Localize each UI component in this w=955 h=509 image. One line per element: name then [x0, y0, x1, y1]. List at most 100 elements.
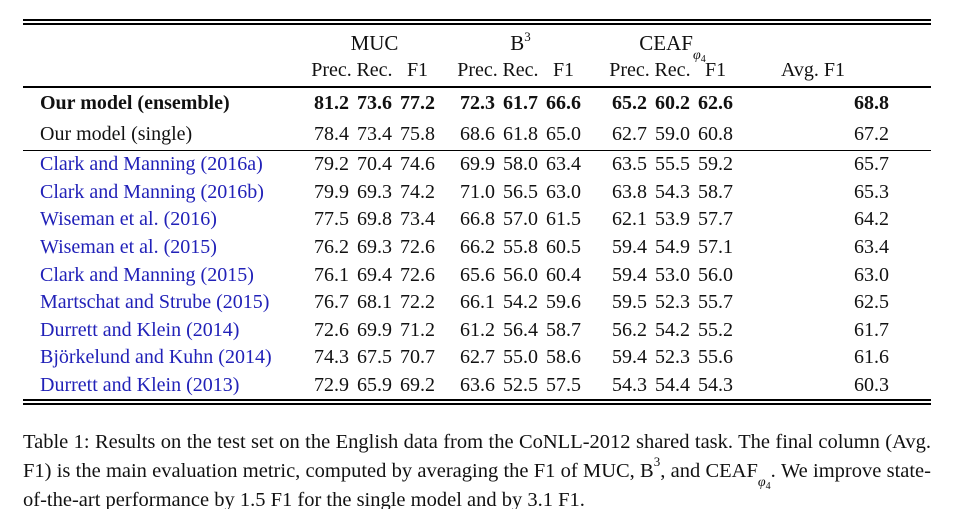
col-avg-f1: Avg. F1: [737, 56, 932, 88]
metric-value: 57.0: [503, 208, 538, 231]
metric-value: 77.5: [314, 208, 349, 231]
metric-value: 62.7: [460, 346, 495, 369]
table-row: Our model (single) 78.4 73.4 75.8 68.6 61.8 65…: [23, 119, 932, 151]
citation-link[interactable]: Durrett and Klein (2013): [40, 374, 240, 397]
metric-value: 54.3: [698, 374, 734, 397]
table-top-rule: [23, 19, 931, 25]
metric-value: 55.8: [503, 236, 538, 259]
metric-value: 74.3: [314, 346, 349, 369]
citation-link[interactable]: Björkelund and Kuhn (2014): [40, 346, 272, 369]
metric-value: 72.6: [314, 318, 349, 341]
header-group-ceaf: CEAFφ4: [585, 25, 737, 65]
header-spacer-right: [737, 25, 931, 56]
metric-value: 65.6: [460, 263, 495, 286]
metric-value: 58.7: [546, 318, 581, 341]
avg-f1-value: 60.3: [854, 374, 890, 397]
page-root: MUC B3 CEAFφ4 Prec. Rec. F1 Prec. Rec. F…: [23, 0, 932, 509]
table-bottom-rule: [23, 399, 931, 406]
metric-value: 72.6: [400, 236, 435, 259]
metric-value: 63.4: [546, 153, 581, 176]
citation-link[interactable]: Wiseman et al. (2015): [40, 236, 217, 259]
col-b3-prec: Prec.: [439, 56, 499, 88]
metric-value: 61.5: [546, 208, 581, 231]
table-row: Martschat and Strube (2015) 76.7 68.1 72.2 6…: [23, 289, 931, 317]
metric-value: 69.3: [357, 236, 392, 259]
citation-link[interactable]: Wiseman et al. (2016): [40, 208, 217, 231]
metric-value: 54.2: [503, 291, 538, 314]
metric-value: 69.8: [357, 208, 392, 231]
row-label: Our model (single): [40, 123, 193, 145]
metric-value: 55.5: [655, 153, 691, 176]
avg-f1-value: 64.2: [854, 208, 890, 231]
metric-value: 61.2: [460, 318, 495, 341]
metric-value: 72.9: [314, 374, 349, 397]
metric-value: 74.6: [400, 153, 435, 176]
header-spacer: [23, 56, 310, 88]
metric-value: 79.9: [314, 180, 349, 203]
metric-value: 56.4: [503, 318, 538, 341]
citation-link[interactable]: Clark and Manning (2016a): [40, 153, 263, 176]
metric-value: 65.9: [357, 374, 392, 397]
metric-value: 53.9: [655, 208, 691, 231]
metric-value: 62.6: [698, 92, 734, 114]
avg-f1-value: 63.0: [854, 263, 890, 286]
table-row: Clark and Manning (2016a) 79.2 70.4 74.6 69.…: [23, 151, 931, 179]
header-group-muc: MUC: [310, 25, 439, 56]
metric-value: 61.8: [499, 119, 542, 151]
row-label-cell: Our model (ensemble): [23, 87, 310, 119]
metric-value: 56.2: [612, 318, 648, 341]
metric-value: 65.2: [612, 92, 648, 114]
metric-value: 62.1: [612, 208, 648, 231]
citation-link[interactable]: Martschat and Strube (2015): [40, 291, 270, 314]
metric-value: 69.9: [357, 318, 392, 341]
metric-value: 59.4: [612, 236, 648, 259]
metric-value: 74.2: [400, 180, 435, 203]
col-muc-prec: Prec.: [310, 56, 353, 88]
row-label-cell: Durrett and Klein (2014): [23, 317, 310, 345]
metric-value: 52.3: [655, 291, 691, 314]
header-spacer: [23, 25, 310, 56]
metric-value: 59.0: [651, 119, 695, 151]
b3-label: B3: [510, 29, 531, 55]
row-label-cell: Clark and Manning (2016a): [23, 151, 310, 179]
avg-f1-value: 65.3: [854, 180, 890, 203]
table-caption: Table 1: Results on the test set on the …: [23, 428, 931, 509]
metric-value: 61.7: [503, 92, 538, 114]
metric-value: 55.7: [698, 291, 734, 314]
header-group-b3: B3: [439, 25, 585, 56]
table-row: Clark and Manning (2016b) 79.9 69.3 74.2 71.…: [23, 179, 931, 207]
metric-value: 59.2: [698, 153, 734, 176]
metric-value: 52.5: [503, 374, 538, 397]
caption-text-2: , and CEAF: [660, 460, 758, 483]
metric-value: 72.6: [400, 263, 435, 286]
metric-value: 72.3: [460, 92, 495, 114]
avg-f1-value: 63.4: [854, 236, 890, 259]
metric-value: 73.4: [353, 119, 396, 151]
citation-link[interactable]: Clark and Manning (2015): [40, 263, 254, 286]
metric-value: 60.5: [546, 236, 581, 259]
metric-value: 62.7: [585, 119, 652, 151]
metric-value: 75.8: [396, 119, 439, 151]
metric-value: 71.0: [460, 180, 495, 203]
metric-value: 68.1: [357, 291, 392, 314]
citation-link[interactable]: Clark and Manning (2016b): [40, 180, 264, 203]
avg-f1-value: 62.5: [854, 291, 890, 314]
results-table: MUC B3 CEAFφ4 Prec. Rec. F1 Prec. Rec. F…: [23, 25, 932, 399]
metric-value: 70.7: [400, 346, 435, 369]
col-ceaf-prec: Prec.: [585, 56, 652, 88]
ceaf-sub-4: 4: [700, 54, 706, 66]
metric-value: 60.2: [655, 92, 691, 114]
metric-value: 57.5: [546, 374, 581, 397]
metric-value: 76.2: [314, 236, 349, 259]
citation-link[interactable]: Durrett and Klein (2014): [40, 318, 240, 341]
metric-group-row: MUC B3 CEAFφ4: [23, 25, 931, 65]
avg-f1-value: 65.7: [854, 153, 890, 176]
metric-value: 52.3: [655, 346, 691, 369]
metric-value: 55.6: [698, 346, 734, 369]
metric-value: 71.2: [400, 318, 435, 341]
metric-value: 56.0: [503, 263, 538, 286]
metric-value: 81.2: [314, 92, 349, 114]
col-muc-rec: Rec.: [353, 56, 396, 88]
avg-f1-value: 67.2: [737, 119, 932, 151]
metric-value: 54.4: [655, 374, 691, 397]
